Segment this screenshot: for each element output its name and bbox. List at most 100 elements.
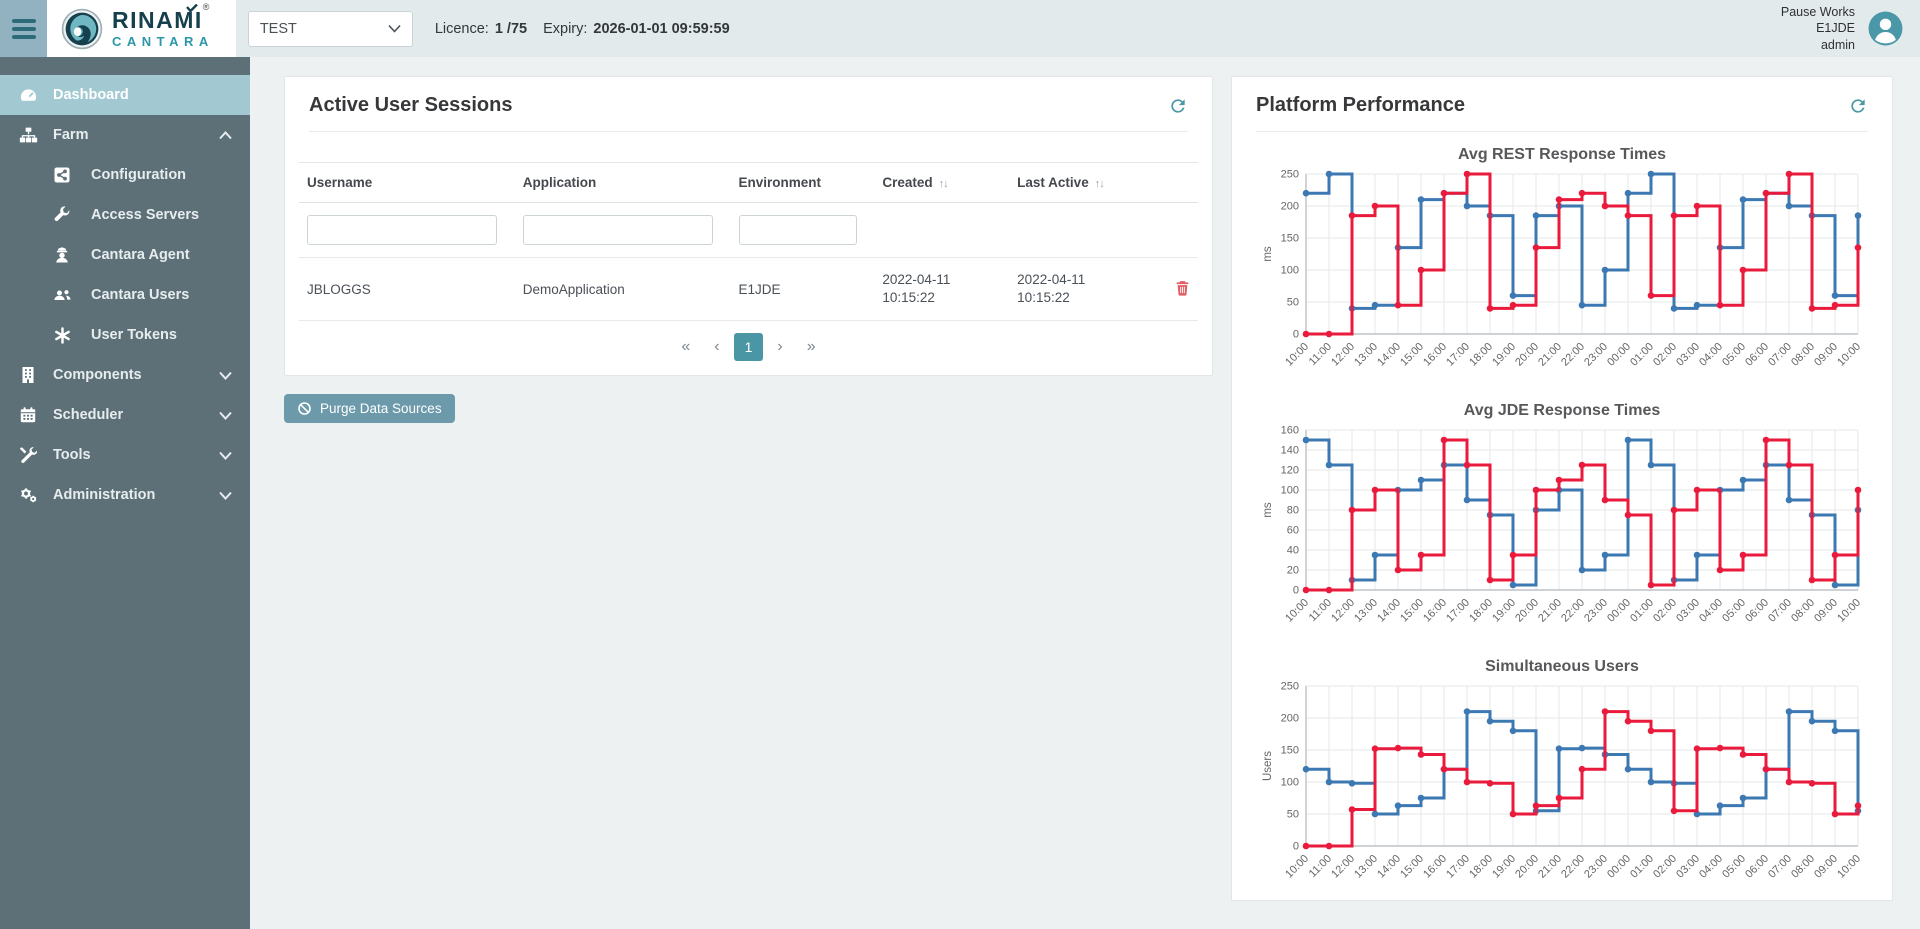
expiry-value: 2026-01-01 09:59:59 <box>593 21 729 37</box>
sidebar-item-access-servers[interactable]: Access Servers <box>0 195 250 235</box>
purge-data-sources-button[interactable]: Purge Data Sources <box>284 394 455 423</box>
pagination-current-page[interactable]: 1 <box>734 333 764 361</box>
svg-text:22:00: 22:00 <box>1559 597 1587 625</box>
pagination-first[interactable]: « <box>671 335 700 359</box>
svg-text:04:00: 04:00 <box>1697 341 1725 369</box>
svg-text:00:00: 00:00 <box>1605 853 1633 881</box>
pagination-next[interactable]: › <box>767 335 792 359</box>
filter-row <box>299 203 1198 258</box>
svg-text:10:00: 10:00 <box>1283 341 1311 369</box>
sort-icon: ↑↓ <box>939 178 948 190</box>
hamburger-icon <box>12 19 36 23</box>
svg-text:0: 0 <box>1293 585 1299 597</box>
svg-text:18:00: 18:00 <box>1467 853 1495 881</box>
registered-mark: ® <box>203 2 211 12</box>
environment-filter-input[interactable] <box>739 215 857 245</box>
pause-works-action[interactable]: Pause Works <box>1781 4 1855 20</box>
svg-text:01:00: 01:00 <box>1628 853 1656 881</box>
svg-text:11:00: 11:00 <box>1307 341 1334 368</box>
column-header-application: Application <box>515 163 731 203</box>
sidebar-item-administration[interactable]: Administration <box>0 475 250 515</box>
gears-icon <box>18 486 38 504</box>
chevron-down-icon <box>219 448 232 464</box>
svg-text:06:00: 06:00 <box>1743 853 1771 881</box>
svg-text:100: 100 <box>1281 265 1299 277</box>
svg-text:20:00: 20:00 <box>1513 853 1541 881</box>
performance-refresh-button[interactable] <box>1848 96 1868 116</box>
user-environment: E1JDE <box>1781 20 1855 36</box>
svg-text:16:00: 16:00 <box>1421 853 1449 881</box>
svg-text:21:00: 21:00 <box>1536 597 1564 625</box>
application-filter-input[interactable] <box>523 215 713 245</box>
pagination-last[interactable]: » <box>797 335 826 359</box>
user-avatar-icon <box>1867 10 1904 47</box>
svg-text:23:00: 23:00 <box>1582 853 1610 881</box>
refresh-icon <box>1168 96 1188 116</box>
username-filter-input[interactable] <box>307 215 497 245</box>
svg-text:15:00: 15:00 <box>1398 341 1426 369</box>
sidebar-item-tools[interactable]: Tools <box>0 435 250 475</box>
svg-text:14:00: 14:00 <box>1375 341 1403 369</box>
performance-panel-title: Platform Performance <box>1256 94 1465 117</box>
sidebar-item-dashboard[interactable]: Dashboard <box>0 75 250 115</box>
licence-info: Licence: 1 /75 Expiry: 2026-01-01 09:59:… <box>435 21 740 37</box>
chart-plot: 05010015020025010:0011:0012:0013:0014:00… <box>1260 678 1864 900</box>
chevron-down-icon <box>219 368 232 384</box>
session-application: DemoApplication <box>515 258 731 321</box>
licence-value: 1 /75 <box>495 21 527 37</box>
svg-text:ms: ms <box>1262 502 1274 518</box>
svg-text:23:00: 23:00 <box>1582 597 1610 625</box>
calendar-icon <box>18 406 38 424</box>
svg-text:Users: Users <box>1262 751 1274 781</box>
svg-text:100: 100 <box>1281 777 1299 789</box>
brand-name: RINAMI® <box>112 9 214 32</box>
svg-text:02:00: 02:00 <box>1651 341 1679 369</box>
pagination: « ‹ 1 › » <box>285 321 1212 375</box>
sidebar-item-label: Dashboard <box>53 87 129 103</box>
column-header-created[interactable]: Created↑↓ <box>874 163 1009 203</box>
main-content: Active User Sessions Username Applicatio… <box>250 57 1920 929</box>
svg-text:250: 250 <box>1281 681 1299 693</box>
chart-title: Avg JDE Response Times <box>1260 402 1864 420</box>
share-square-icon <box>52 166 72 184</box>
environment-select[interactable]: TEST <box>248 11 413 47</box>
svg-text:01:00: 01:00 <box>1628 341 1656 369</box>
licence-label: Licence: <box>435 21 489 37</box>
pagination-prev[interactable]: ‹ <box>704 335 729 359</box>
sidebar-item-components[interactable]: Components <box>0 355 250 395</box>
chart-simultaneous-users: Simultaneous Users 05010015020025010:001… <box>1232 658 1892 900</box>
sidebar-item-cantara-users[interactable]: Cantara Users <box>0 275 250 315</box>
user-menu[interactable]: Pause Works E1JDE admin <box>1781 4 1855 53</box>
brand-logo: RINAMI® CANTARA <box>47 0 236 57</box>
svg-text:19:00: 19:00 <box>1490 853 1518 881</box>
svg-text:10:00: 10:00 <box>1835 853 1863 881</box>
sidebar-item-user-tokens[interactable]: User Tokens <box>0 315 250 355</box>
svg-text:22:00: 22:00 <box>1559 853 1587 881</box>
top-header: RINAMI® CANTARA TEST Licence: 1 /75 Expi… <box>0 0 1920 57</box>
session-username: JBLOGGS <box>299 258 515 321</box>
svg-text:20:00: 20:00 <box>1513 341 1541 369</box>
sidebar-item-configuration[interactable]: Configuration <box>0 155 250 195</box>
sidebar-item-scheduler[interactable]: Scheduler <box>0 395 250 435</box>
svg-text:04:00: 04:00 <box>1697 597 1725 625</box>
svg-text:09:00: 09:00 <box>1812 341 1840 369</box>
svg-text:00:00: 00:00 <box>1605 341 1633 369</box>
svg-text:ms: ms <box>1262 246 1274 262</box>
avatar-button[interactable] <box>1867 10 1904 47</box>
svg-text:02:00: 02:00 <box>1651 853 1679 881</box>
sessions-refresh-button[interactable] <box>1168 96 1188 116</box>
svg-text:0: 0 <box>1293 329 1299 341</box>
hamburger-menu-button[interactable] <box>0 0 47 57</box>
sidebar-item-farm[interactable]: Farm <box>0 115 250 155</box>
column-header-last-active[interactable]: Last Active↑↓ <box>1009 163 1144 203</box>
svg-text:14:00: 14:00 <box>1375 853 1403 881</box>
svg-text:12:00: 12:00 <box>1329 853 1357 881</box>
svg-text:150: 150 <box>1281 233 1299 245</box>
svg-text:11:00: 11:00 <box>1307 597 1334 624</box>
svg-text:05:00: 05:00 <box>1720 597 1748 625</box>
svg-text:18:00: 18:00 <box>1467 597 1495 625</box>
chart-title: Simultaneous Users <box>1260 658 1864 676</box>
sidebar-item-cantara-agent[interactable]: Cantara Agent <box>0 235 250 275</box>
delete-session-button[interactable] <box>1175 280 1190 296</box>
svg-text:20: 20 <box>1287 565 1299 577</box>
